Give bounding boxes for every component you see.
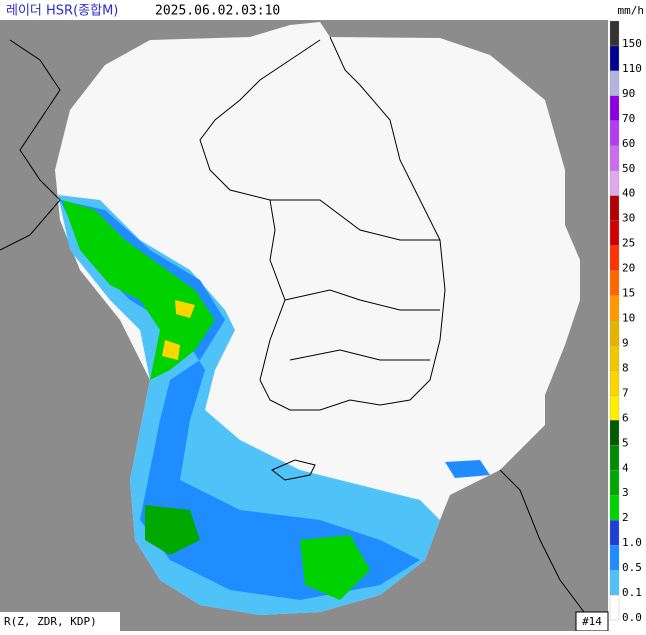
legend-swatch [609,470,620,496]
coastline [499,469,591,621]
legend-swatch [609,195,620,221]
legend-label: 2 [622,511,629,524]
rain-heavy [300,535,370,600]
legend-swatch [609,220,620,246]
legend-swatch [609,495,620,521]
legend-swatch [609,245,620,271]
legend-swatch [609,95,620,121]
site-count: #14 [582,615,602,628]
legend-label: 15 [622,287,635,300]
legend-label: 10 [622,312,635,325]
legend-label: 20 [622,262,635,275]
method-label: R(Z, ZDR, KDP) [4,615,97,628]
legend-swatch [609,45,620,72]
legend-label: 7 [622,386,629,399]
legend-swatch [609,270,620,296]
legend-label: 6 [622,411,629,424]
rain-intense [162,340,180,360]
title: 레이더 HSR(종합M) [6,4,118,19]
rain-intense [175,300,195,318]
legend-label: 9 [622,336,629,349]
legend-label: 50 [622,162,635,175]
legend-swatch [609,544,620,571]
legend-swatch [609,295,620,321]
legend-swatch [609,594,620,621]
legend-label: 0.5 [622,561,642,574]
legend-label: 4 [622,461,629,474]
legend-label: 90 [622,87,635,100]
legend-label: 110 [622,62,642,75]
coastlines [0,36,591,621]
legend-label: 1.0 [622,536,642,549]
legend-label: 5 [622,436,629,449]
province-border [289,349,430,361]
legend-swatch [609,120,620,146]
legend-swatch [609,70,620,97]
rain-moderate [445,460,490,478]
legend-label: 40 [622,187,635,200]
legend-swatch [609,520,620,546]
legend-swatch [609,320,620,346]
legend-label: 8 [622,361,629,374]
legend-swatch [609,170,620,196]
header-bar [0,0,646,20]
jeju-island [271,459,316,481]
legend-swatch [609,445,620,471]
legend-label: 0.1 [622,586,642,599]
coastline [0,39,61,251]
legend-label: 25 [622,237,635,250]
legend-swatch [609,345,620,371]
unit: mm/h [618,4,645,17]
legend-swatch [609,145,620,171]
timestamp: 2025.06.02.03:10 [155,4,280,19]
footer-box [0,612,120,631]
legend-label: 3 [622,486,629,499]
legend-label: 30 [622,212,635,225]
legend: 150 110 90 70 60 50 40 30 25 20 15 10 9 8 7 6 5 4 3 2 1.0 0.5… [608,20,646,631]
rain-heavy [145,505,200,555]
legend-label: 60 [622,137,635,150]
legend-label: 0.0 [622,611,642,624]
legend-swatch [609,20,620,47]
precipitation [58,195,490,615]
legend-label: 150 [622,37,642,50]
province-border [270,199,440,241]
legend-swatch [609,569,620,596]
legend-label: 70 [622,112,635,125]
rain-heavy [62,200,215,380]
legend-swatch [609,395,620,421]
coastline [199,36,446,411]
legend-swatch [609,420,620,446]
province-border [284,289,440,311]
legend-swatch [609,370,620,396]
